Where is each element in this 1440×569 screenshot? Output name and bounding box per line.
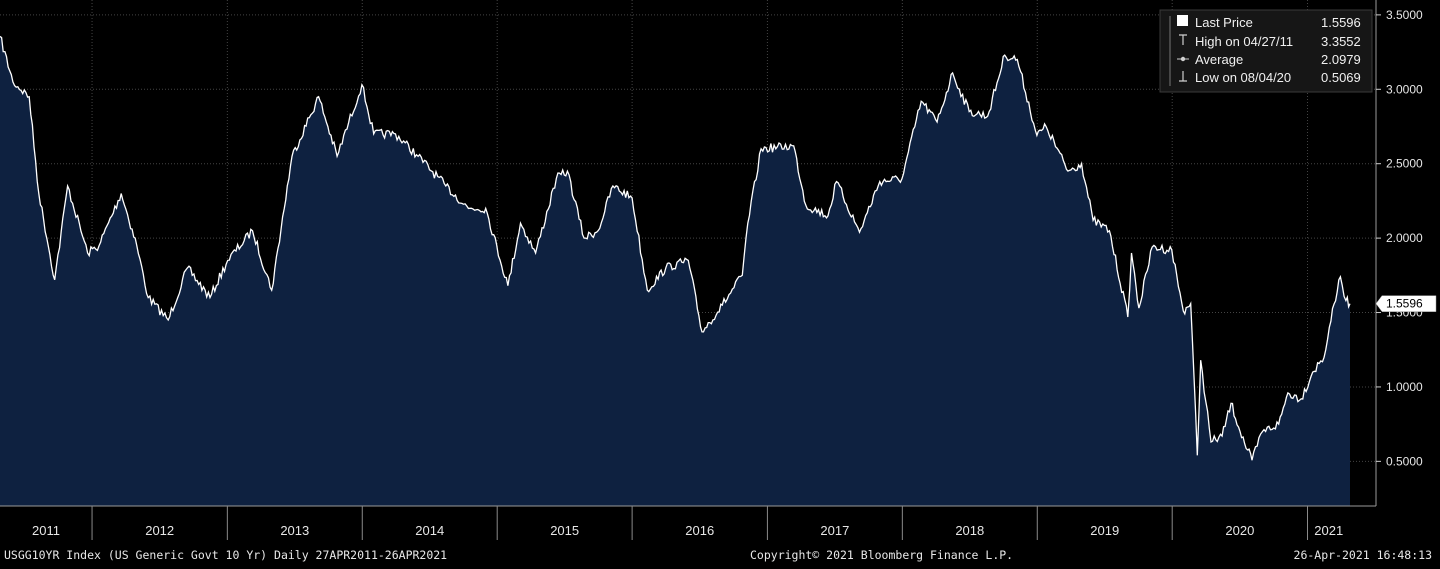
- x-tick-label: 2015: [550, 523, 579, 538]
- legend-value-average: 2.0979: [1321, 52, 1361, 67]
- high-tick-icon: [1179, 34, 1187, 45]
- y-axis-ticks: 0.50001.00001.50002.00002.50003.00003.50…: [1376, 8, 1423, 468]
- last-price-marker-shape: [1375, 295, 1437, 312]
- footer-security-info: USGG10YR Index (US Generic Govt 10 Yr) D…: [4, 548, 448, 562]
- legend-value-high: 3.3552: [1321, 34, 1361, 49]
- legend: Last Price 1.5596 High on 04/27/11 3.355…: [1159, 9, 1373, 93]
- filled-square-icon: [1177, 15, 1188, 26]
- legend-value-last-price: 1.5596: [1321, 15, 1361, 30]
- price-area: [0, 36, 1350, 507]
- price-line: [0, 35, 1351, 461]
- x-tick-label: 2013: [280, 523, 309, 538]
- legend-label-last-price: Last Price: [1195, 15, 1253, 30]
- y-tick-label: 3.0000: [1386, 82, 1423, 96]
- average-dot-icon: [1177, 56, 1189, 62]
- x-tick-label: 2021: [1314, 523, 1343, 538]
- y-tick-label: 2.5000: [1386, 157, 1423, 171]
- x-tick-label: 2012: [145, 523, 174, 538]
- low-tick-icon: [1179, 71, 1187, 82]
- x-axis-ticks: 2011 2012 2013 2014 2015 2016 2017 2018 2019 2020…: [32, 506, 1343, 540]
- x-tick-label: 2014: [415, 523, 444, 538]
- legend-label-average: Average: [1195, 52, 1243, 67]
- y-tick-label: 3.5000: [1386, 8, 1423, 22]
- x-tick-label: 2011: [32, 523, 60, 538]
- legend-value-low: 0.5069: [1321, 70, 1361, 85]
- x-tick-label: 2017: [820, 523, 849, 538]
- x-tick-label: 2016: [685, 523, 714, 538]
- footer-copyright: Copyright© 2021 Bloomberg Finance L.P.: [750, 548, 1014, 562]
- footer-timestamp: 26-Apr-2021 16:48:13: [1293, 548, 1432, 562]
- y-tick-label: 1.0000: [1386, 380, 1423, 394]
- x-tick-label: 2018: [955, 523, 984, 538]
- last-price-marker-value: 1.5596: [1386, 297, 1423, 311]
- legend-label-high: High on 04/27/11: [1195, 34, 1293, 49]
- y-tick-label: 2.0000: [1386, 231, 1423, 245]
- legend-label-low: Low on 08/04/20: [1195, 70, 1291, 85]
- last-price-marker: 1.5596: [1375, 295, 1437, 312]
- x-tick-label: 2020: [1225, 523, 1254, 538]
- legend-box: [1159, 9, 1373, 93]
- y-tick-label: 0.5000: [1386, 454, 1423, 468]
- x-tick-label: 2019: [1090, 523, 1119, 538]
